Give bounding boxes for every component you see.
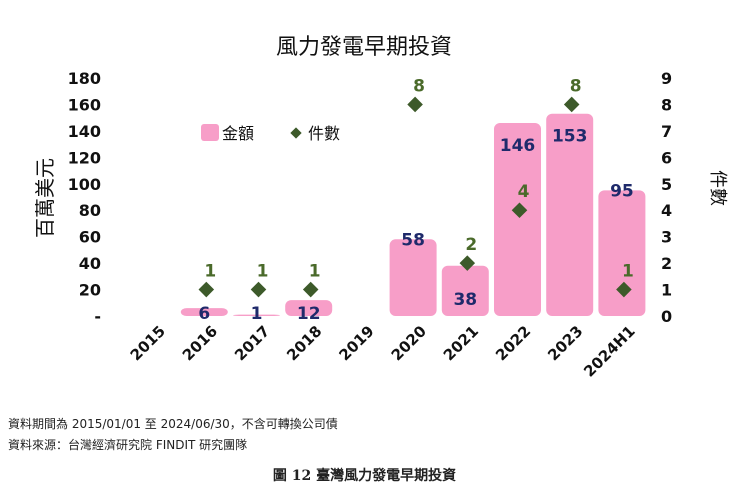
count-value-label: 4 xyxy=(518,182,530,202)
bar-value-label: 95 xyxy=(610,181,634,201)
y2-tick-label: 6 xyxy=(661,148,672,167)
bar-amount xyxy=(598,190,646,316)
x-tick-label: 2023 xyxy=(544,322,586,364)
bar-amount xyxy=(494,122,541,316)
bar-value-label: 12 xyxy=(297,304,321,324)
count-marker xyxy=(407,96,423,113)
count-marker xyxy=(563,96,580,113)
bar-amount xyxy=(441,265,489,316)
count-marker xyxy=(198,281,215,298)
data-source-note: 資料來源：台灣經濟研究院 FINDIT 研究團隊 xyxy=(8,438,248,452)
x-tick-label: 2019 xyxy=(335,322,377,364)
y2-axis-label: 件數 xyxy=(707,170,728,206)
y2-tick-label: 7 xyxy=(661,122,672,141)
count-value-label: 8 xyxy=(570,76,582,96)
y-tick-label: 120 xyxy=(68,148,101,167)
count-value-label: 1 xyxy=(204,262,216,282)
count-marker xyxy=(250,281,267,298)
y2-tick-label: 1 xyxy=(661,281,672,300)
bar-value-label: 153 xyxy=(552,127,588,147)
x-tick-label: 2024H1 xyxy=(580,322,639,381)
y-tick-label: 160 xyxy=(68,95,101,114)
legend-marker-count xyxy=(290,127,302,139)
x-tick-label: 2015 xyxy=(127,322,169,364)
count-value-label: 2 xyxy=(465,235,477,255)
bar-amount xyxy=(285,300,333,316)
y-tick-label: 80 xyxy=(79,201,101,220)
bar-value-label: 6 xyxy=(198,304,210,324)
bar-amount xyxy=(389,239,437,316)
bar-amount xyxy=(180,308,228,316)
y-axis-label: 百萬美元 xyxy=(33,158,57,238)
x-tick-label: 2020 xyxy=(388,322,430,364)
figure-caption: 圖 12 臺灣風力發電早期投資 xyxy=(272,468,457,484)
bar-value-label: 58 xyxy=(401,230,425,250)
x-tick-label: 2018 xyxy=(283,322,325,364)
x-tick-label: 2021 xyxy=(440,322,482,364)
y2-tick-label: 5 xyxy=(661,175,672,194)
y-tick-label: 60 xyxy=(79,228,101,247)
y-tick-label: 140 xyxy=(68,122,101,141)
y2-tick-label: 0 xyxy=(661,307,672,326)
x-tick-label: 2017 xyxy=(231,322,273,364)
bar-amount xyxy=(546,113,594,316)
count-value-label: 1 xyxy=(257,262,269,282)
y-tick-label: 100 xyxy=(68,175,101,194)
y2-tick-label: 2 xyxy=(661,254,672,273)
bar-value-label: 38 xyxy=(453,290,477,310)
y-tick-label: 40 xyxy=(79,254,101,273)
legend: 金額 件數 xyxy=(201,124,340,143)
count-value-label: 1 xyxy=(309,262,321,282)
x-tick-label: 2016 xyxy=(179,322,221,364)
data-period-note: 資料期間為 2015/01/01 至 2024/06/30，不含可轉換公司債 xyxy=(8,417,338,431)
count-marker xyxy=(511,202,528,219)
y-tick-label: 180 xyxy=(68,69,101,88)
y2-tick-label: 8 xyxy=(661,95,672,114)
chart-title: 風力發電早期投資 xyxy=(276,35,452,60)
count-value-label: 8 xyxy=(413,76,425,96)
x-tick-label: 2022 xyxy=(492,322,534,364)
legend-label-amount: 金額 xyxy=(222,124,254,143)
legend-label-count: 件數 xyxy=(308,124,340,143)
count-marker xyxy=(302,281,319,298)
count-value-label: 1 xyxy=(622,262,634,282)
bar-value-label: 1 xyxy=(251,304,263,324)
bar-value-label: 146 xyxy=(500,136,536,156)
y-tick-label: 20 xyxy=(79,281,101,300)
chart-canvas: 風力發電早期投資 百萬美元 件數 -2040608010012014016018… xyxy=(33,35,728,381)
y-tick-label: - xyxy=(94,307,101,326)
y2-tick-label: 9 xyxy=(661,69,672,88)
y2-tick-label: 3 xyxy=(661,228,672,247)
legend-swatch-amount xyxy=(201,124,219,141)
bar-amount xyxy=(233,314,280,316)
y2-tick-label: 4 xyxy=(661,201,672,220)
